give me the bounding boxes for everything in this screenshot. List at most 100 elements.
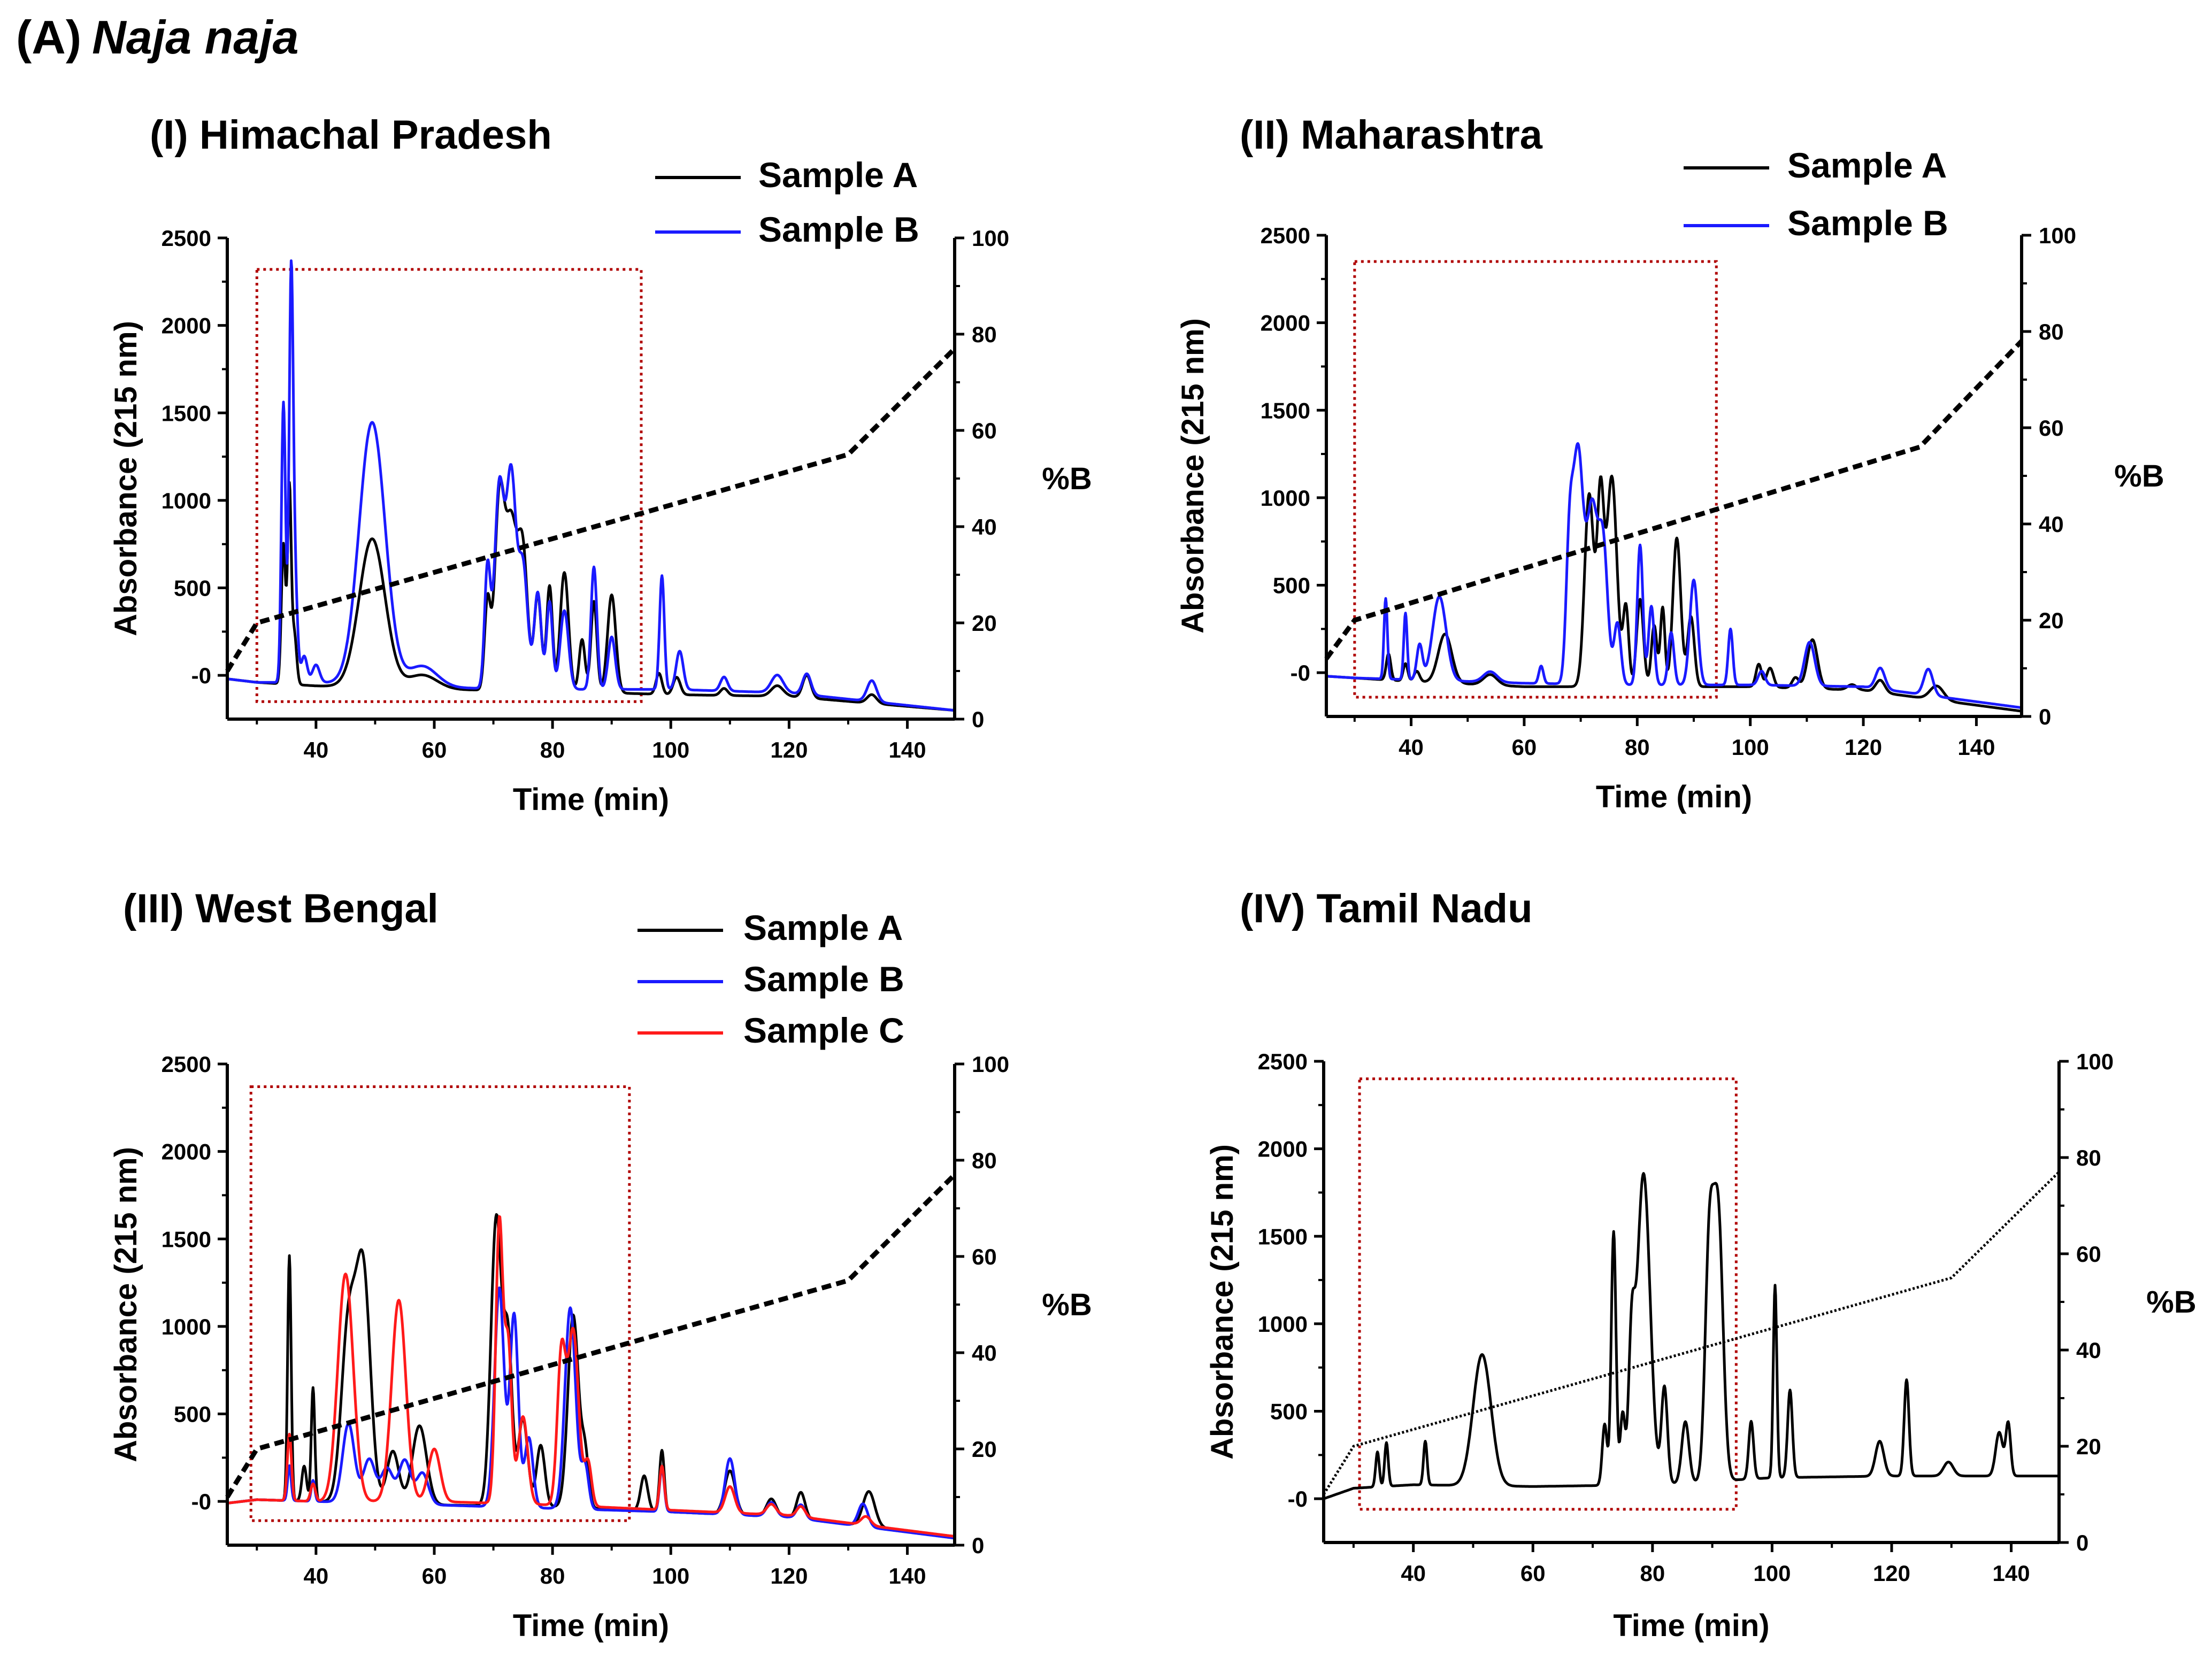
chart-panel-west-bengal: (III) West Bengal 40 60 80 100 120 140 -0 500 100… bbox=[109, 886, 1092, 1643]
legend-label-sample-b: Sample B bbox=[743, 959, 904, 999]
x-tick-label: 60 bbox=[1520, 1561, 1546, 1586]
series-line-sample-b bbox=[1325, 442, 2023, 709]
x-tick-label: 80 bbox=[540, 737, 565, 762]
y-tick-label: 500 bbox=[174, 576, 211, 601]
y-axis-title: Absorbance (215 nm) bbox=[1176, 318, 1210, 634]
y-axis-title: Absorbance (215 nm) bbox=[1205, 1144, 1240, 1460]
x-tick-label: 40 bbox=[303, 1563, 328, 1588]
y2-tick-label: 40 bbox=[2039, 512, 2064, 537]
y2-tick-label: 40 bbox=[972, 1340, 997, 1366]
region-box bbox=[249, 1085, 631, 1522]
legend-label-sample-b: Sample B bbox=[1787, 203, 1948, 243]
x-tick-label: 120 bbox=[1845, 735, 1882, 760]
y2-tick-label: 0 bbox=[2039, 704, 2051, 729]
series-line-sample-a bbox=[1323, 1172, 2060, 1500]
y-tick-label: 2000 bbox=[1261, 311, 1310, 336]
y-tick-label: -0 bbox=[1291, 660, 1310, 685]
y2-tick-label: 80 bbox=[2076, 1145, 2101, 1170]
legend-label-sample-b: Sample B bbox=[758, 210, 919, 249]
y-tick-label: 1500 bbox=[162, 400, 211, 426]
y2-tick-label: 80 bbox=[972, 1148, 997, 1173]
x-tick-label: 140 bbox=[889, 737, 926, 762]
y2-tick-label: 60 bbox=[972, 418, 997, 443]
x-tick-label: 100 bbox=[1732, 735, 1769, 760]
y-tick-label: 2500 bbox=[1261, 223, 1310, 248]
y-tick-label: 500 bbox=[1273, 573, 1310, 598]
y2-tick-label: 100 bbox=[972, 226, 1009, 251]
x-tick-label: 120 bbox=[1873, 1561, 1910, 1586]
y-tick-label: 500 bbox=[1270, 1399, 1308, 1424]
x-tick-label: 100 bbox=[1753, 1561, 1791, 1586]
y2-tick-label: 20 bbox=[2039, 608, 2064, 633]
x-axis-title: Time (min) bbox=[1596, 780, 1752, 814]
y-tick-label: 500 bbox=[174, 1402, 211, 1427]
y2-tick-label: 80 bbox=[972, 322, 997, 347]
region-box bbox=[255, 268, 643, 703]
y-tick-label: 1000 bbox=[1261, 485, 1310, 511]
x-tick-label: 80 bbox=[1640, 1561, 1665, 1586]
y2-tick-label: 20 bbox=[2076, 1434, 2101, 1459]
x-tick-label: 120 bbox=[770, 1563, 808, 1588]
y-tick-label: 1000 bbox=[162, 1314, 211, 1339]
chart-panel-himachal-pradesh: (I) Himachal Pradesh 40 60 80 100 120 140 -0 500… bbox=[109, 112, 1092, 817]
x-axis-title: Time (min) bbox=[513, 1608, 669, 1643]
y2-tick-label: 20 bbox=[972, 1437, 997, 1462]
x-tick-label: 100 bbox=[652, 737, 689, 762]
gradient-line bbox=[1322, 1171, 2060, 1495]
y2-tick-label: 40 bbox=[2076, 1338, 2101, 1363]
x-tick-label: 40 bbox=[1399, 735, 1424, 760]
legend-label-sample-a: Sample A bbox=[743, 908, 903, 947]
x-tick-label: 40 bbox=[303, 737, 328, 762]
region-box bbox=[1353, 260, 1718, 699]
y2-tick-label: 20 bbox=[972, 611, 997, 636]
y-tick-label: 1500 bbox=[1261, 398, 1310, 423]
x-axis-title: Time (min) bbox=[513, 782, 669, 817]
figure-species: Naja naja bbox=[92, 11, 298, 64]
series-line-sample-a bbox=[1325, 474, 2023, 713]
x-tick-label: 120 bbox=[770, 737, 808, 762]
y-tick-label: -0 bbox=[1288, 1486, 1308, 1511]
y-tick-label: 2000 bbox=[1258, 1137, 1308, 1162]
y-tick-label: 2500 bbox=[162, 1052, 211, 1077]
legend-label-sample-c: Sample C bbox=[743, 1011, 904, 1050]
y-tick-label: 1500 bbox=[1258, 1224, 1308, 1249]
y2-axis-title: %B bbox=[1042, 461, 1092, 496]
x-tick-label: 40 bbox=[1401, 1561, 1426, 1586]
panel-title: (IV) Tamil Nadu bbox=[1240, 886, 1533, 931]
x-tick-label: 80 bbox=[1625, 735, 1650, 760]
y2-axis-title: %B bbox=[2114, 459, 2164, 493]
y2-tick-label: 40 bbox=[972, 514, 997, 539]
y2-tick-label: 60 bbox=[2076, 1241, 2101, 1267]
y2-tick-label: 0 bbox=[2076, 1530, 2088, 1555]
y-tick-label: 1500 bbox=[162, 1227, 211, 1252]
legend-label-sample-a: Sample A bbox=[1787, 145, 1947, 185]
x-tick-label: 140 bbox=[1957, 735, 1995, 760]
y2-tick-label: 60 bbox=[2039, 415, 2064, 441]
x-tick-label: 60 bbox=[1512, 735, 1537, 760]
figure-label: (A) bbox=[16, 11, 81, 64]
y-tick-label: 2000 bbox=[162, 313, 211, 338]
y2-tick-label: 100 bbox=[2039, 223, 2076, 248]
y-tick-label: 1000 bbox=[1258, 1312, 1308, 1337]
gradient-line bbox=[225, 1173, 957, 1499]
y2-tick-label: 0 bbox=[972, 707, 984, 732]
legend-label-sample-a: Sample A bbox=[758, 155, 918, 195]
y2-axis-title: %B bbox=[1042, 1287, 1092, 1322]
y2-tick-label: 100 bbox=[972, 1052, 1009, 1077]
y-tick-label: 1000 bbox=[162, 488, 211, 513]
y2-tick-label: 100 bbox=[2076, 1049, 2114, 1074]
x-tick-label: 80 bbox=[540, 1563, 565, 1588]
x-tick-label: 100 bbox=[652, 1563, 689, 1588]
figure-title: (A) Naja naja bbox=[16, 11, 299, 64]
x-tick-label: 60 bbox=[422, 737, 447, 762]
y-tick-label: -0 bbox=[191, 663, 211, 688]
y2-tick-label: 60 bbox=[972, 1244, 997, 1269]
gradient-line bbox=[225, 346, 957, 673]
series-line-sample-c bbox=[226, 1215, 956, 1538]
region-box bbox=[1358, 1077, 1738, 1511]
y-tick-label: 2500 bbox=[162, 226, 211, 251]
y2-tick-label: 80 bbox=[2039, 319, 2064, 344]
panel-title: (II) Maharashtra bbox=[1240, 112, 1543, 158]
